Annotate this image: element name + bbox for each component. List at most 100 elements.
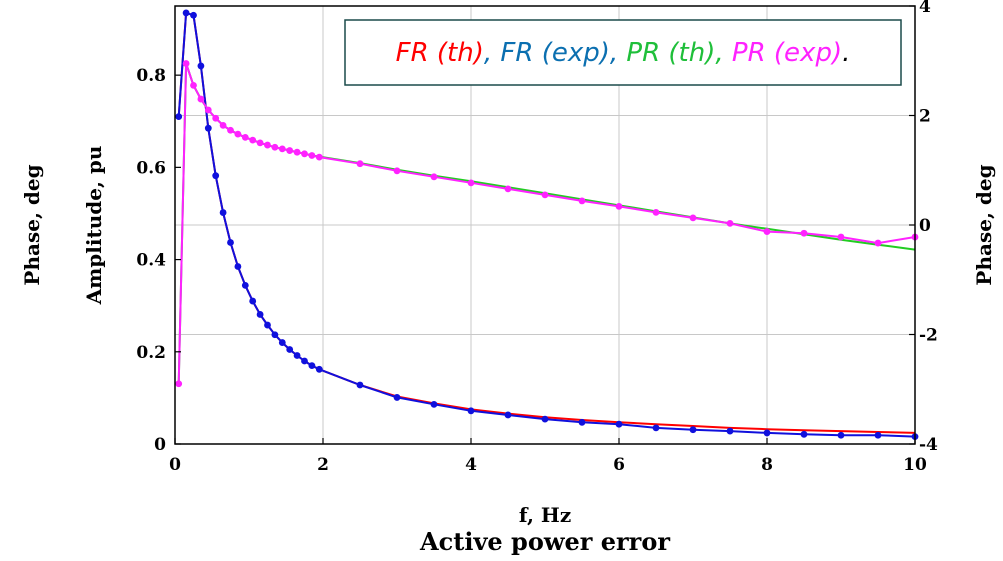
series-point-pr-exp <box>241 134 249 141</box>
y-right-tick-label-0: -4 <box>919 435 938 455</box>
x-tick-label-0: 0 <box>169 455 181 475</box>
series-point-pr-exp <box>315 153 323 161</box>
series-point-pr-exp <box>256 139 264 147</box>
series-line-fr-exp <box>177 11 916 438</box>
x-tick-label-1: 2 <box>317 455 329 475</box>
series-point-fr-exp <box>430 400 438 408</box>
series-point-pr-exp <box>689 214 697 222</box>
legend-entry-7: . <box>842 38 850 68</box>
series-point-pr-exp <box>356 160 364 168</box>
series-point-pr-exp <box>197 95 205 103</box>
series-point-pr-exp <box>204 106 212 114</box>
chart-caption: Active power error <box>419 527 670 556</box>
legend-entry-6: PR (exp) <box>732 38 842 68</box>
series-point-pr-exp <box>541 191 549 199</box>
series-point-fr-exp <box>615 420 623 428</box>
y-left-tick-label-1: 0.2 <box>136 343 166 363</box>
series-point-fr-exp <box>182 9 190 17</box>
series-pr-th <box>177 62 916 384</box>
series-line-pr-th <box>177 62 916 384</box>
y-right-tick-label-3: 2 <box>919 107 931 127</box>
y-left-tick-label-0: 0 <box>154 435 166 455</box>
series-point-fr-exp <box>190 11 197 19</box>
series-point-fr-exp <box>874 431 882 439</box>
legend-text: FR (th), FR (exp), PR (th), PR (exp). <box>396 38 851 68</box>
legend-entry-0: FR (th) <box>396 38 484 68</box>
series-point-fr-exp <box>175 113 183 121</box>
y-right-tick-label-1: -2 <box>919 326 938 346</box>
series-point-fr-exp <box>278 339 286 346</box>
y-right-tick-label-4: 4 <box>919 0 931 17</box>
series-pr-exp <box>175 60 919 388</box>
series-point-fr-exp <box>293 352 301 359</box>
y-label-right: Phase, deg <box>972 164 996 285</box>
legend-entry-5: , <box>715 38 732 68</box>
series-point-fr-exp <box>504 411 512 419</box>
series-point-pr-exp <box>301 150 308 158</box>
series-point-fr-exp <box>301 357 308 365</box>
series-point-fr-exp <box>264 321 271 329</box>
series-fr-exp <box>175 9 919 441</box>
y-right-tick-label-2: 0 <box>919 216 931 236</box>
series-point-fr-exp <box>271 331 279 339</box>
series-point-pr-exp <box>504 185 512 193</box>
series-point-fr-exp <box>227 239 234 246</box>
x-tick-label-3: 6 <box>613 455 625 475</box>
series-point-pr-exp <box>190 81 197 89</box>
series-point-pr-exp <box>264 141 271 149</box>
series-point-fr-exp <box>204 124 212 132</box>
series-point-fr-exp <box>197 62 205 70</box>
series-line-pr-exp <box>177 62 916 384</box>
x-tick-label-5: 10 <box>903 455 927 475</box>
y-left-tick-label-2: 0.4 <box>136 251 166 271</box>
series-point-pr-exp <box>726 219 734 227</box>
legend-entry-3: , <box>610 38 627 68</box>
series-point-fr-exp <box>356 381 364 389</box>
series-point-fr-exp <box>541 415 549 423</box>
series-point-fr-exp <box>219 209 227 216</box>
series-point-pr-exp <box>467 179 475 187</box>
series-point-pr-exp <box>271 143 279 151</box>
series-point-pr-exp <box>227 126 234 134</box>
series-point-pr-exp <box>234 130 242 138</box>
series-point-fr-exp <box>393 394 401 401</box>
series-point-pr-exp <box>763 228 771 235</box>
legend-entry-2: FR (exp) <box>500 38 609 68</box>
series-point-pr-exp <box>286 147 294 154</box>
series-point-fr-exp <box>763 429 771 437</box>
series-point-fr-exp <box>241 281 249 289</box>
series-point-fr-exp <box>800 430 808 438</box>
x-label: f, Hz <box>519 503 571 527</box>
series-point-pr-exp <box>874 239 882 247</box>
series-point-pr-exp <box>800 229 808 237</box>
y-left-tick-label-3: 0.6 <box>136 158 166 178</box>
series-point-fr-exp <box>308 362 316 370</box>
y-label-left: Amplitude, pu <box>82 146 106 306</box>
series-point-fr-exp <box>249 297 257 305</box>
series-point-fr-exp <box>315 365 323 373</box>
x-tick-label-4: 8 <box>761 455 773 475</box>
series-point-pr-exp <box>652 209 660 216</box>
series-point-pr-exp <box>175 380 183 388</box>
series-point-fr-exp <box>689 426 697 434</box>
x-tick-label-2: 4 <box>465 455 477 475</box>
legend-entry-4: PR (th) <box>626 38 715 68</box>
legend: FR (th), FR (exp), PR (th), PR (exp). <box>344 19 902 86</box>
series-point-fr-exp <box>212 172 220 180</box>
series-point-pr-exp <box>219 121 227 129</box>
series-point-fr-exp <box>286 346 294 353</box>
series-point-pr-exp <box>293 148 301 156</box>
series-point-pr-exp <box>249 136 257 144</box>
series-point-pr-exp <box>393 167 401 175</box>
series-point-pr-exp <box>278 145 286 153</box>
series-point-fr-exp <box>837 431 845 439</box>
ticks: 0 2 4 6 8 10 0 0.2 0.4 0.6 0.8 -4 -2 0 2 4 <box>136 0 938 475</box>
series-point-pr-exp <box>212 114 220 122</box>
series-point-pr-exp <box>430 173 438 181</box>
series-point-fr-exp <box>467 407 475 415</box>
legend-box <box>344 19 902 86</box>
y-label-left-outer: Phase, deg <box>20 164 44 285</box>
series-point-fr-exp <box>256 311 264 318</box>
series-point-fr-exp <box>234 263 242 270</box>
